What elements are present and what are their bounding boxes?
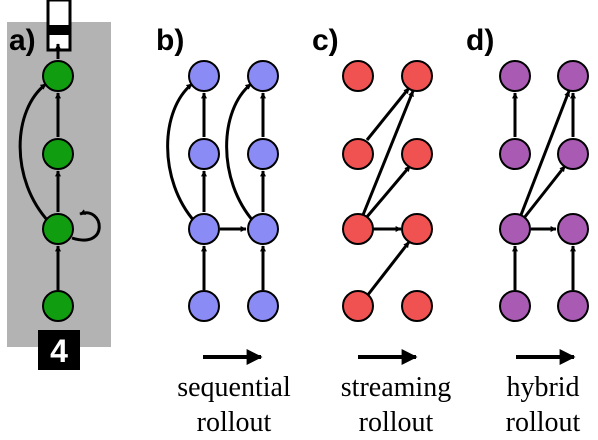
node <box>247 290 279 322</box>
panel-label-c: c) <box>312 24 339 57</box>
panel-a: 4 a) <box>7 0 111 370</box>
node <box>247 60 279 92</box>
node <box>557 138 589 170</box>
edge <box>361 90 415 216</box>
panel-d: d) hybrid rollout <box>466 24 589 438</box>
input-digit-box <box>38 330 80 370</box>
node <box>401 213 433 245</box>
edge <box>365 87 411 141</box>
node <box>42 213 74 245</box>
node <box>188 60 220 92</box>
skip-edge <box>166 82 197 223</box>
caption-d-line2: rollout <box>506 407 581 438</box>
node <box>247 138 279 170</box>
node <box>499 290 531 322</box>
node <box>42 290 74 322</box>
node <box>499 138 531 170</box>
panel-label-d: d) <box>466 24 494 57</box>
node <box>42 138 74 170</box>
input-digit: 4 <box>50 333 68 369</box>
node <box>499 213 531 245</box>
node <box>342 138 374 170</box>
edge <box>519 90 571 216</box>
node <box>188 138 220 170</box>
node <box>557 60 589 92</box>
skip-edge <box>225 82 256 223</box>
node <box>342 213 374 245</box>
skip-edge <box>18 82 51 224</box>
node <box>557 213 589 245</box>
caption-c-line2: rollout <box>359 407 434 438</box>
node <box>401 60 433 92</box>
output-box-band <box>48 25 70 35</box>
node <box>342 290 374 322</box>
node <box>42 60 74 92</box>
node <box>499 60 531 92</box>
node <box>188 213 220 245</box>
edge <box>365 241 411 297</box>
self-loop <box>71 209 101 242</box>
panel-c: c) streaming rollout <box>312 24 451 438</box>
edge <box>522 165 567 219</box>
edge <box>364 165 412 219</box>
node <box>401 290 433 322</box>
node <box>342 60 374 92</box>
caption-b-line1: sequential <box>177 372 291 403</box>
panel-b: b) sequential rollout <box>156 24 291 438</box>
caption-d-line1: hybrid <box>506 372 579 403</box>
node <box>401 138 433 170</box>
node <box>557 290 589 322</box>
panel-label-a: a) <box>9 24 36 57</box>
node <box>247 213 279 245</box>
node <box>188 290 220 322</box>
caption-c-line1: streaming <box>341 372 451 403</box>
caption-b-line2: rollout <box>197 407 272 438</box>
panel-label-b: b) <box>156 24 184 57</box>
